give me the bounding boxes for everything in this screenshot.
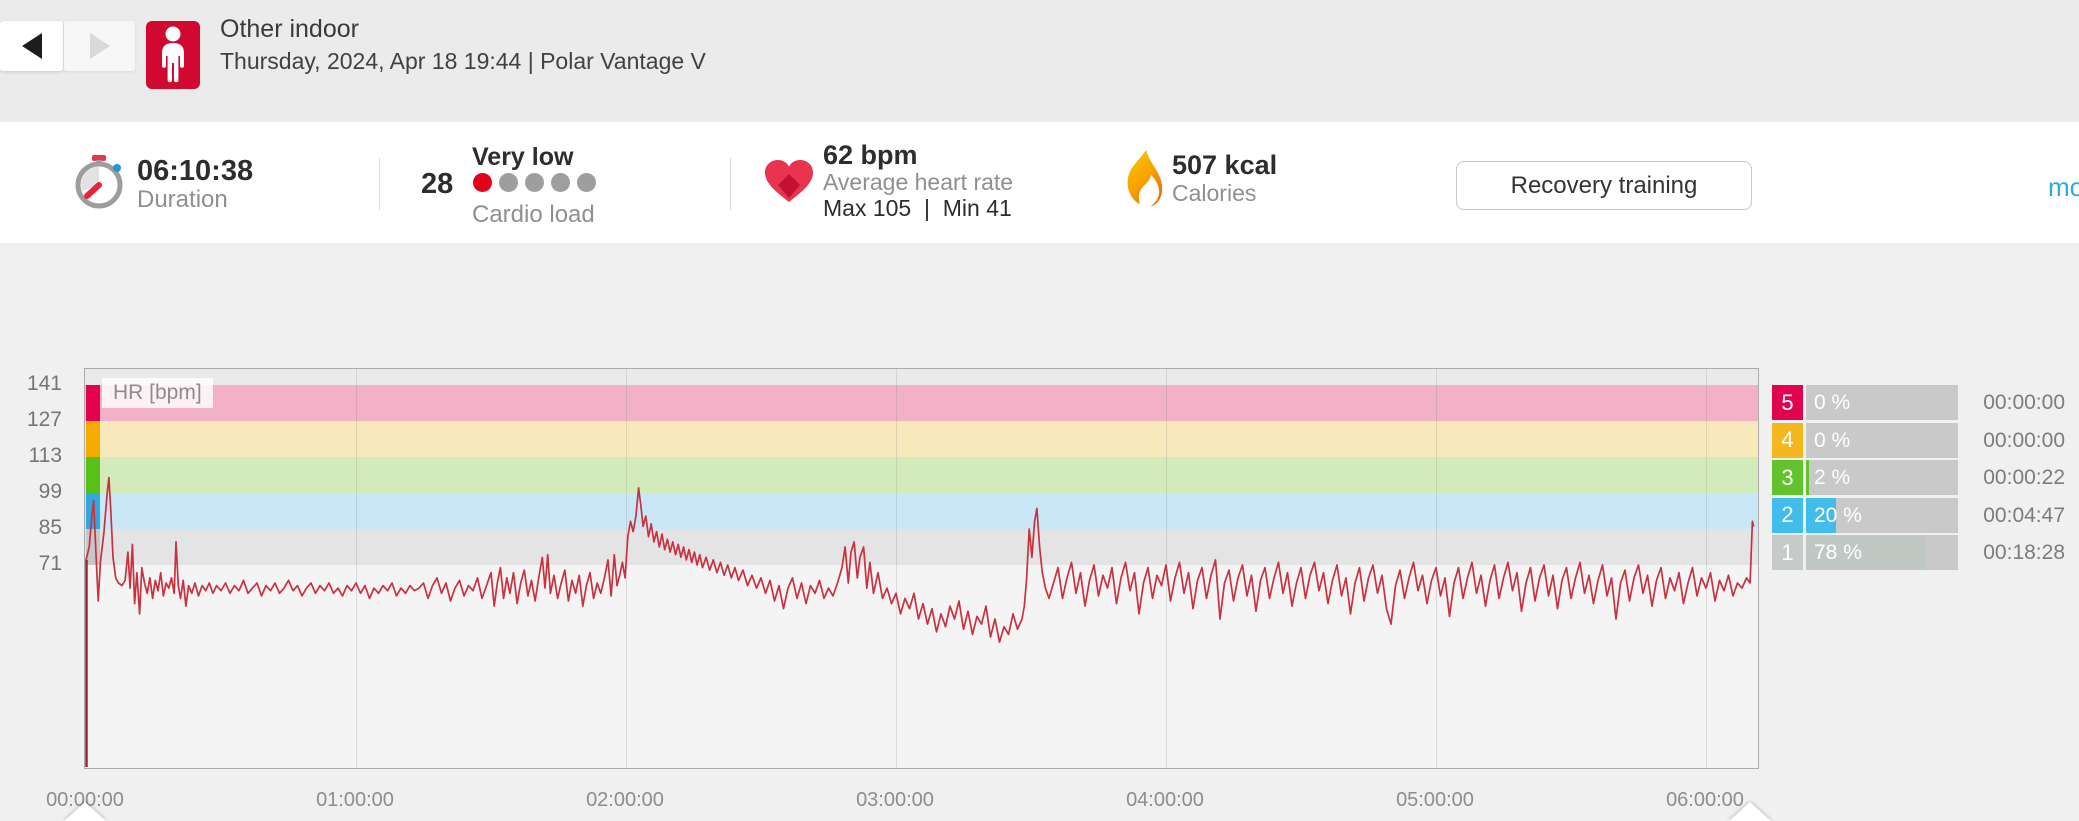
hr-zones-times: 00:00:00 00:00:00 00:00:22 00:04:47 00:18:28 <box>1962 385 2065 573</box>
zone-time-1: 00:18:28 <box>1983 541 2065 564</box>
more-link[interactable]: more <box>2048 172 2079 202</box>
gridline-hour-3 <box>896 369 897 768</box>
zone-percent-bar-1: 78 % <box>1806 535 1958 570</box>
hr-zone-band-5 <box>85 385 1758 421</box>
zone-percent-fill-3 <box>1806 460 1810 495</box>
y-tick-71: 71 <box>38 552 62 575</box>
hr-zone-band-4 <box>85 421 1758 457</box>
duration-label: Duration <box>137 186 228 213</box>
heart-rate-value: 62 bpm <box>823 140 918 170</box>
zone-time-2: 00:04:47 <box>1983 503 2065 527</box>
heart-rate-label: Average heart rate <box>823 169 1014 195</box>
zone-number-3: 3 <box>1772 460 1803 495</box>
stats-divider <box>730 158 731 210</box>
zone-time-5: 00:00:00 <box>1983 391 2065 414</box>
duration-value: 06:10:38 <box>137 155 254 187</box>
x-tick-5: 05:00:00 <box>1396 789 1474 811</box>
zone-percent-bar-5: 0 % <box>1806 385 1958 420</box>
gridline-hour-6 <box>1706 369 1707 768</box>
zone-percent-bar-3: 2 % <box>1806 460 1958 495</box>
session-title: Other indoor <box>220 15 359 43</box>
y-tick-85: 85 <box>38 516 62 539</box>
zone-percent-fill-2 <box>1806 497 1837 533</box>
x-tick-6: 06:00:00 <box>1666 789 1744 811</box>
hr-zone-band-2 <box>85 493 1758 529</box>
cardio-load-dots <box>473 173 596 192</box>
hr-zone-block-4 <box>86 421 100 457</box>
flame-icon <box>1127 150 1162 210</box>
hr-zone-band-1 <box>85 529 1758 565</box>
previous-session-button[interactable] <box>0 21 63 71</box>
gridline-hour-1 <box>356 369 357 768</box>
hr-zone-block-3 <box>86 457 100 493</box>
header: Other indoor Thursday, 2024, Apr 18 19:4… <box>0 0 2079 122</box>
zone-time-4: 00:00:00 <box>1983 428 2065 452</box>
zone-percent-label-1: 78 % <box>1814 541 1862 564</box>
cardio-load-dot <box>525 173 544 192</box>
calories-value: 507 kcal <box>1172 150 1278 180</box>
summary-stats-bar: 06:10:38 Duration 28 Very low Cardio loa… <box>0 122 2079 243</box>
zone-percent-bar-4: 0 % <box>1806 422 1958 458</box>
person-icon <box>162 26 184 83</box>
hr-zones-legend: 5 0 % 4 0 % 3 2 % 2 20 % 1 78 % <box>1772 385 1958 573</box>
range-slider-left-handle[interactable] <box>64 802 106 821</box>
zone-percent-label-4: 0 % <box>1814 428 1851 452</box>
zone-time-3: 00:00:22 <box>1983 466 2065 489</box>
hr-plot-area[interactable]: HR [bpm] <box>84 368 1759 769</box>
hr-line <box>85 476 1755 643</box>
stats-divider <box>379 158 380 210</box>
zone-number-1: 1 <box>1772 535 1803 570</box>
hr-zone-band-3 <box>85 457 1758 493</box>
zone-percent-label-5: 0 % <box>1814 391 1851 414</box>
cardio-load-dot <box>577 173 596 192</box>
stopwatch-icon <box>75 155 123 209</box>
hr-line-canvas <box>85 476 1755 767</box>
heart-rate-max-min: Max 105 | Min 41 <box>823 195 1012 221</box>
x-tick-1: 01:00:00 <box>316 789 394 811</box>
above-zones-strip <box>85 369 1758 385</box>
zone-legend-row-4: 4 0 % <box>1772 422 1958 458</box>
cardio-load-dot <box>473 173 492 192</box>
y-tick-141: 141 <box>26 372 62 395</box>
zone-legend-row-3: 3 2 % <box>1772 460 1958 495</box>
sport-other-indoor-icon <box>146 21 200 89</box>
zone-legend-row-2: 2 20 % <box>1772 497 1958 533</box>
zone-percent-label-2: 20 % <box>1814 503 1862 527</box>
cardio-load-label: Cardio load <box>472 201 595 228</box>
heart-icon <box>765 160 813 202</box>
heart-rate-chart: 141 127 113 99 85 71 HR [bpm] 00:00:00 01:00:0… <box>0 243 2079 821</box>
recovery-training-button[interactable]: Recovery training <box>1456 161 1752 210</box>
cardio-load-dot <box>551 173 570 192</box>
more-link-wrap: more <box>2048 172 2079 204</box>
zone-number-4: 4 <box>1772 422 1803 458</box>
cardio-load-level: Very low <box>472 143 574 171</box>
zone-percent-bar-2: 20 % <box>1806 497 1958 533</box>
range-slider-right-handle[interactable] <box>1729 802 1771 821</box>
y-tick-127: 127 <box>26 408 62 431</box>
x-tick-3: 03:00:00 <box>856 789 934 811</box>
zone-number-5: 5 <box>1772 385 1803 420</box>
cardio-load-value: 28 <box>421 168 454 200</box>
zone-number-2: 2 <box>1772 497 1803 533</box>
cardio-load-dot <box>499 173 518 192</box>
session-subtitle: Thursday, 2024, Apr 18 19:44 | Polar Van… <box>220 48 706 74</box>
y-tick-113: 113 <box>28 444 62 467</box>
zone-legend-row-1: 1 78 % <box>1772 535 1958 570</box>
x-tick-2: 02:00:00 <box>586 789 664 811</box>
x-tick-4: 04:00:00 <box>1126 789 1204 811</box>
arrow-right-icon <box>89 33 110 59</box>
zone-percent-fill-1 <box>1806 535 1925 570</box>
calories-label: Calories <box>1172 180 1257 206</box>
arrow-left-icon <box>21 33 42 59</box>
y-tick-99: 99 <box>38 480 62 503</box>
hr-axis-title: HR [bpm] <box>102 378 213 408</box>
next-session-button[interactable] <box>64 21 135 71</box>
zone-legend-row-5: 5 0 % <box>1772 385 1958 420</box>
zone-percent-label-3: 2 % <box>1814 466 1851 489</box>
hr-zone-block-5 <box>86 385 100 421</box>
